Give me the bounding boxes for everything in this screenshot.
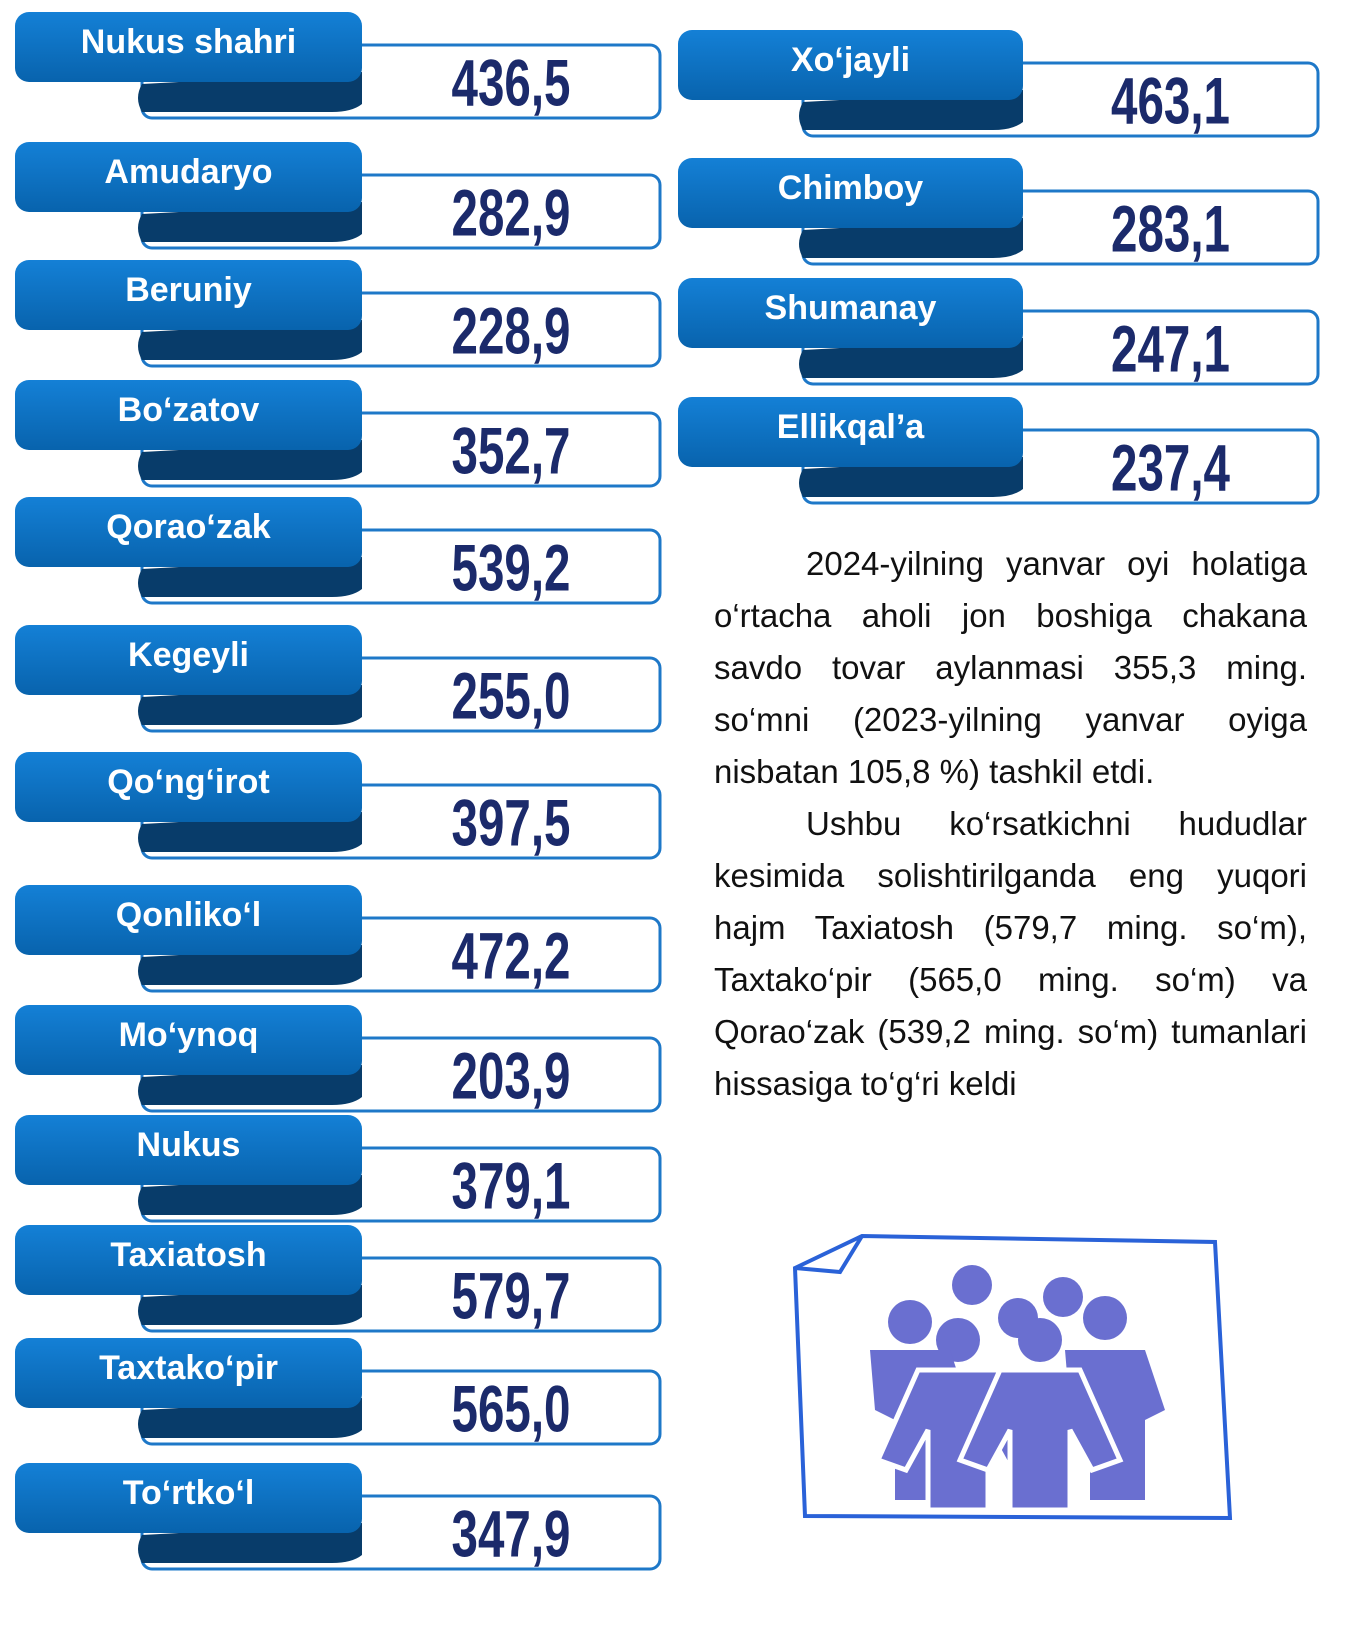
region-name: Qo‘ng‘irot (107, 763, 269, 801)
region-name: Chimboy (778, 169, 924, 207)
name-tab (15, 12, 362, 82)
region-name: Amudaryo (104, 153, 272, 191)
region-value: 203,9 (452, 1040, 571, 1113)
name-tab (678, 278, 1023, 348)
region-name: Kegeyli (128, 636, 249, 674)
region-value: 228,9 (452, 295, 571, 368)
region-name: Taxiatosh (110, 1236, 266, 1274)
card: Qorao‘zak 539,2 (15, 497, 662, 605)
card: Taxtako‘pir 565,0 (15, 1338, 662, 1446)
region-value: 352,7 (452, 415, 571, 488)
name-tab (15, 142, 362, 212)
name-tab (678, 30, 1023, 100)
region-name: Qonliko‘l (116, 896, 261, 934)
name-tab (678, 397, 1023, 467)
region-value: 397,5 (452, 787, 571, 860)
name-tab (15, 752, 362, 822)
name-tab (15, 625, 362, 695)
name-tab (15, 497, 362, 567)
name-tab (15, 1115, 362, 1185)
card: Nukus shahri 436,5 (15, 12, 662, 120)
region-value: 379,1 (452, 1150, 571, 1223)
paragraph: 2024-yilning yanvar oyi holatiga o‘rtach… (714, 545, 1307, 790)
description: 2024-yilning yanvar oyi holatiga o‘rtach… (714, 538, 1307, 1110)
name-tab (15, 1005, 362, 1075)
region-value: 237,4 (1111, 432, 1230, 505)
name-tab (15, 380, 362, 450)
region-name: Nukus shahri (81, 23, 296, 61)
card: Qonliko‘l 472,2 (15, 885, 662, 993)
region-value: 347,9 (452, 1498, 571, 1571)
card: Kegeyli 255,0 (15, 625, 662, 733)
card: Shumanay 247,1 (678, 278, 1320, 386)
card: Qo‘ng‘irot 397,5 (15, 752, 662, 860)
card: Mo‘ynoq 203,9 (15, 1005, 662, 1113)
card: Beruniy 228,9 (15, 260, 662, 368)
region-value: 283,1 (1111, 193, 1230, 266)
region-value: 579,7 (452, 1260, 571, 1333)
region-value: 255,0 (452, 660, 571, 733)
region-name: Beruniy (125, 271, 252, 309)
region-name: Xo‘jayli (791, 41, 910, 79)
region-value: 282,9 (452, 177, 571, 250)
region-name: Nukus (137, 1126, 241, 1164)
region-name: Bo‘zatov (118, 391, 260, 429)
card: Ellikqal’a 237,4 (678, 397, 1320, 505)
paragraph: Ushbu ko‘rsatkichni hududlar kesimida so… (714, 805, 1307, 1102)
card: Bo‘zatov 352,7 (15, 380, 662, 488)
region-name: To‘rtko‘l (123, 1474, 255, 1512)
region-value: 463,1 (1111, 65, 1230, 138)
name-tab (15, 1225, 362, 1295)
card: Nukus 379,1 (15, 1115, 662, 1223)
region-value: 247,1 (1111, 313, 1230, 386)
card: Amudaryo 282,9 (15, 142, 662, 250)
region-name: Shumanay (765, 289, 937, 327)
region-name: Taxtako‘pir (99, 1349, 278, 1387)
card: Taxiatosh 579,7 (15, 1225, 662, 1333)
region-value: 565,0 (452, 1373, 571, 1446)
cards: Nukus shahri 436,5 Amudaryo 282,9 Beruniy 228… (15, 12, 1320, 1571)
region-value: 472,2 (452, 920, 571, 993)
name-tab (15, 1463, 362, 1533)
name-tab (678, 158, 1023, 228)
name-tab (15, 885, 362, 955)
name-tab (15, 260, 362, 330)
card: To‘rtko‘l 347,9 (15, 1463, 662, 1571)
region-name: Ellikqal’a (777, 408, 925, 446)
region-name: Mo‘ynoq (119, 1016, 259, 1054)
people-icon (792, 1233, 1233, 1521)
card: Chimboy 283,1 (678, 158, 1320, 266)
card: Xo‘jayli 463,1 (678, 30, 1320, 138)
name-tab (15, 1338, 362, 1408)
region-name: Qorao‘zak (106, 508, 270, 546)
region-value: 539,2 (452, 532, 571, 605)
region-value: 436,5 (452, 47, 571, 120)
